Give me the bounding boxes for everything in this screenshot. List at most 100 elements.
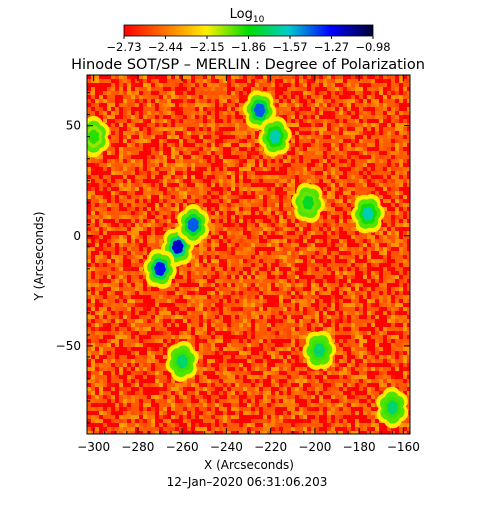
heatmap-cell [387, 263, 391, 267]
heatmap-cell [115, 239, 119, 243]
heatmap-cell [183, 143, 187, 147]
heatmap-cell [255, 195, 259, 199]
heatmap-cell [279, 339, 283, 343]
heatmap-cell [271, 187, 275, 191]
heatmap-cell [211, 135, 215, 139]
heatmap-cell [239, 239, 243, 243]
heatmap-cell [379, 311, 383, 315]
heatmap-cell [275, 83, 279, 87]
heatmap-cell [231, 303, 235, 307]
heatmap-cell [251, 335, 255, 339]
heatmap-cell [279, 91, 283, 95]
heatmap-cell [135, 251, 139, 255]
heatmap-cell [275, 331, 279, 335]
heatmap-cell [183, 263, 187, 267]
heatmap-cell [399, 335, 403, 339]
heatmap-cell [335, 231, 339, 235]
heatmap-cell [323, 107, 327, 111]
heatmap-cell [127, 247, 131, 251]
heatmap-cell [119, 131, 123, 135]
heatmap-cell [375, 91, 379, 95]
heatmap-cell [263, 195, 267, 199]
heatmap-cell [95, 347, 99, 351]
heatmap-cell [199, 255, 203, 259]
heatmap-cell [115, 347, 119, 351]
heatmap-cell [295, 291, 299, 295]
heatmap-cell [143, 123, 147, 127]
heatmap-cell [251, 319, 255, 323]
heatmap-cell [295, 159, 299, 163]
heatmap-cell [267, 259, 271, 263]
heatmap-cell [379, 111, 383, 115]
heatmap-cell [215, 255, 219, 259]
heatmap-cell [163, 83, 167, 87]
heatmap-cell [207, 207, 211, 211]
heatmap-cell [339, 315, 343, 319]
heatmap-cell [207, 119, 211, 123]
heatmap-cell [163, 91, 167, 95]
heatmap-cell [359, 139, 363, 143]
heatmap-cell [147, 379, 151, 383]
heatmap-cell [107, 163, 111, 167]
heatmap-cell [347, 335, 351, 339]
heatmap-cell [163, 347, 167, 351]
heatmap-cell [91, 83, 95, 87]
heatmap-cell [119, 347, 123, 351]
heatmap-cell [103, 363, 107, 367]
heatmap-cell [375, 163, 379, 167]
heatmap-cell [335, 291, 339, 295]
heatmap-cell [387, 259, 391, 263]
heatmap-cell [135, 279, 139, 283]
heatmap-cell [215, 107, 219, 111]
heatmap-cell [259, 247, 263, 251]
heatmap-cell [379, 367, 383, 371]
heatmap-cell [195, 287, 199, 291]
heatmap-cell [323, 259, 327, 263]
heatmap-cell [119, 343, 123, 347]
heatmap-cell [95, 335, 99, 339]
heatmap-cell [227, 319, 231, 323]
heatmap-cell [159, 335, 163, 339]
heatmap-cell [231, 143, 235, 147]
heatmap-cell [91, 375, 95, 379]
heatmap-cell [215, 355, 219, 359]
heatmap-cell [291, 243, 295, 247]
heatmap-cell [315, 143, 319, 147]
heatmap-cell [283, 211, 287, 215]
heatmap-cell [259, 219, 263, 223]
heatmap-cell [399, 291, 403, 295]
heatmap-cell [339, 351, 343, 355]
heatmap-cell [95, 239, 99, 243]
heatmap-cell [255, 75, 259, 79]
heatmap-cell [87, 175, 91, 179]
heatmap-cell [335, 311, 339, 315]
heatmap-cell [191, 111, 195, 115]
heatmap-cell [327, 315, 331, 319]
heatmap-cell [287, 227, 291, 231]
heatmap-cell [355, 263, 359, 267]
heatmap-cell [159, 371, 163, 375]
heatmap-cell [339, 267, 343, 271]
heatmap-cell [363, 143, 367, 147]
heatmap-cell [339, 247, 343, 251]
heatmap-cell [351, 191, 355, 195]
heatmap-cell [91, 95, 95, 99]
heatmap-cell [287, 279, 291, 283]
heatmap-cell [243, 227, 247, 231]
heatmap-cell [307, 87, 311, 91]
heatmap-cell [171, 199, 175, 203]
heatmap-cell [323, 175, 327, 179]
heatmap-cell [239, 115, 243, 119]
heatmap-cell [303, 131, 307, 135]
heatmap-cell [367, 119, 371, 123]
heatmap-cell [403, 355, 407, 359]
heatmap-cell [123, 207, 127, 211]
heatmap-cell [327, 195, 331, 199]
heatmap-cell [291, 167, 295, 171]
heatmap-cell [143, 379, 147, 383]
heatmap-cell [159, 167, 163, 171]
heatmap-cell [295, 359, 299, 363]
heatmap-cell [111, 207, 115, 211]
heatmap-cell [275, 295, 279, 299]
heatmap-cell [367, 171, 371, 175]
